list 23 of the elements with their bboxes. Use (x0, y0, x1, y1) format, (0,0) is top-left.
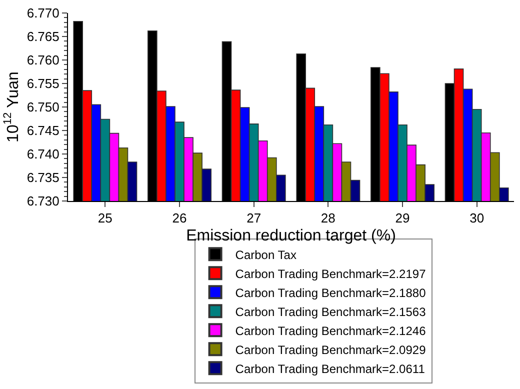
y-tick-label: 6.765 (26, 29, 60, 44)
y-tick-label: 6.760 (26, 52, 60, 68)
y-tick-label: 6.750 (26, 100, 60, 115)
legend-label: Carbon Trading Benchmark=2.1563 (235, 304, 426, 319)
x-axis-title: Emission reduction target (%) (186, 227, 396, 244)
y-tick-label: 6.740 (26, 146, 60, 162)
legend-label: Carbon Trading Benchmark=2.2197 (235, 266, 426, 281)
legend-label: Carbon Trading Benchmark=2.0929 (235, 342, 426, 357)
y-tick-label: 6.770 (26, 6, 60, 21)
legend-label: Carbon Tax (235, 248, 296, 262)
x-tick-label: 28 (320, 210, 336, 226)
legend-label: Carbon Trading Benchmark=2.1880 (235, 286, 426, 300)
legend-label: Carbon Trading Benchmark=2.0611 (235, 362, 426, 376)
x-tick-label: 30 (470, 210, 484, 226)
x-tick-label: 27 (246, 210, 262, 226)
x-tick-label: 26 (172, 210, 187, 226)
x-tick-label: 25 (98, 210, 112, 226)
x-tick-label: 29 (395, 210, 410, 226)
legend-label: Carbon Trading Benchmark=2.1246 (235, 324, 426, 338)
y-tick-label: 6.730 (26, 194, 60, 209)
y-tick-label: 6.745 (26, 123, 60, 138)
y-tick-label: 6.755 (26, 76, 60, 92)
y-tick-label: 6.735 (26, 170, 60, 186)
